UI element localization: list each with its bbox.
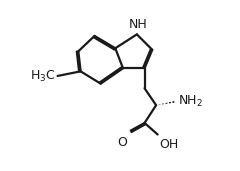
Text: H$_3$C: H$_3$C — [30, 68, 56, 83]
Text: O: O — [118, 136, 128, 149]
Text: NH$_2$: NH$_2$ — [178, 94, 204, 109]
Text: NH: NH — [129, 18, 148, 31]
Text: OH: OH — [159, 138, 178, 151]
